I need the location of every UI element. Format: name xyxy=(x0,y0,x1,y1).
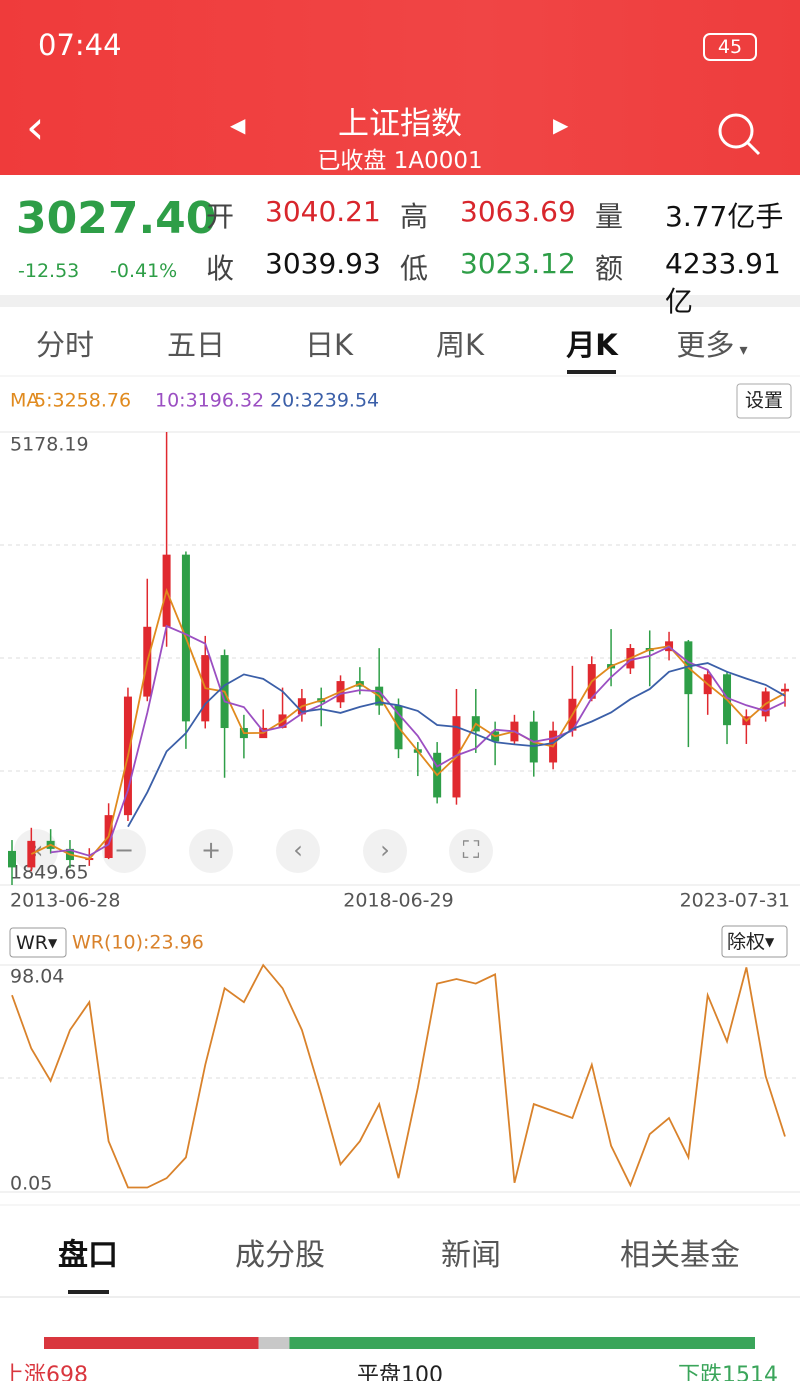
subtitle: 已收盘 1A0001 xyxy=(317,148,483,174)
field-value: 3040.21 xyxy=(265,195,381,228)
breadth-label: 上涨698 xyxy=(2,1363,88,1381)
field-label: 额 xyxy=(595,252,624,285)
adjust-label: 除权▼ xyxy=(727,931,775,953)
legend-entry: 20:3239.54 xyxy=(270,390,379,412)
clock: 07:44 xyxy=(38,28,122,62)
period-tab[interactable]: 更多 ▾ xyxy=(676,328,748,362)
candle-body xyxy=(8,850,16,868)
legend-title: MA xyxy=(10,390,39,412)
dropdown-icon: ▼ xyxy=(48,936,58,950)
field-label: 量 xyxy=(595,200,624,233)
zoom-out[interactable] xyxy=(102,829,146,873)
period-tab[interactable]: 日K xyxy=(304,328,354,362)
x-tick-label: 2013-06-28 xyxy=(10,890,120,912)
field-label: 收 xyxy=(206,252,235,285)
field-value: 4233.91亿 xyxy=(665,247,781,318)
bottom-tab-indicator xyxy=(68,1290,109,1294)
breadth-count: 698 xyxy=(46,1363,88,1381)
period-tab[interactable]: 五日 xyxy=(166,328,226,362)
breadth-name: 下跌 xyxy=(678,1363,722,1381)
ma-line xyxy=(30,587,786,861)
dropdown-icon: ▼ xyxy=(765,935,775,949)
x-tick-label: 2023-07-31 xyxy=(680,890,790,912)
header: 07:44 45 ‹ ◀ ▶ 上证指数 已收盘 1A0001 xyxy=(0,0,800,175)
breadth-bar xyxy=(44,1337,259,1349)
breadth-label: 下跌1514 xyxy=(678,1363,778,1381)
ma-line xyxy=(127,662,786,828)
indicator-legend: WR(10):23.96 xyxy=(72,932,204,954)
settings-label: 设置 xyxy=(745,390,783,412)
price: 3027.40 xyxy=(16,193,217,244)
bottom-tab[interactable]: 相关基金 xyxy=(620,1238,740,1273)
zoom-in[interactable] xyxy=(189,829,233,873)
field-label: 高 xyxy=(400,200,429,233)
breadth-label: 平盘100 xyxy=(357,1363,443,1381)
period-tab[interactable]: 月K xyxy=(566,328,618,362)
bottom-tab[interactable]: 新闻 xyxy=(441,1238,501,1273)
battery: 45 xyxy=(703,33,757,61)
y-tick-label: 1849.65 xyxy=(10,862,89,884)
field-value: 3063.69 xyxy=(460,195,576,228)
y-tick-label: 0.05 xyxy=(10,1173,52,1195)
next-button[interactable]: ▶ xyxy=(553,113,569,137)
icon: ⛶ xyxy=(462,836,480,864)
x-tick-label: 2018-06-29 xyxy=(343,890,453,912)
indicator-select[interactable] xyxy=(9,927,67,958)
field-label: 低 xyxy=(400,252,429,285)
icon: ‹ xyxy=(293,836,303,864)
ma-line xyxy=(50,624,786,857)
breadth-name: 上涨 xyxy=(2,1363,46,1381)
percent: -0.41% xyxy=(110,260,178,282)
wr-line xyxy=(11,963,786,1189)
y-tick-label: 98.04 xyxy=(10,966,64,988)
icon: › xyxy=(380,836,390,864)
search-button[interactable] xyxy=(712,108,764,160)
period-tab[interactable]: 周K xyxy=(435,328,485,362)
bottom-tab[interactable]: 成分股 xyxy=(235,1238,325,1273)
pan-left[interactable] xyxy=(276,829,320,873)
breadth-bar xyxy=(289,1337,755,1349)
breadth-count: 100 xyxy=(401,1363,443,1381)
indicator-name: WR▼ xyxy=(16,932,58,954)
separator xyxy=(0,295,800,307)
indicator-name: WR xyxy=(16,932,48,954)
legend-entry: 10:3196.32 xyxy=(155,390,264,412)
breadth-count: 1514 xyxy=(722,1363,778,1381)
icon: − xyxy=(114,836,134,864)
icon: + xyxy=(201,836,221,864)
guides xyxy=(0,544,800,1079)
period-tab[interactable]: 分时 xyxy=(35,328,95,362)
candle-body xyxy=(781,688,789,692)
field-value: 3.77亿手 xyxy=(665,200,784,233)
settings-button[interactable] xyxy=(736,383,792,419)
breadth-name: 平盘 xyxy=(357,1363,401,1381)
back-button[interactable]: ‹ xyxy=(26,100,45,154)
y-tick-label: 5178.19 xyxy=(10,434,89,456)
change: -12.53 xyxy=(18,260,80,282)
pan-right[interactable] xyxy=(363,829,407,873)
tab-indicator xyxy=(567,370,616,374)
legend-entry: 5:3258.76 xyxy=(34,390,131,412)
fullscreen[interactable] xyxy=(449,829,493,873)
adjust-label: 除权 xyxy=(727,931,765,953)
field-value: 3023.12 xyxy=(460,247,576,280)
adjust-button[interactable] xyxy=(721,925,788,958)
title: 上证指数 xyxy=(338,106,462,142)
field-value: 3039.93 xyxy=(265,247,381,280)
prev-button[interactable]: ◀ xyxy=(230,113,246,137)
bottom-tab[interactable]: 盘口 xyxy=(58,1238,118,1273)
field-label: 开 xyxy=(206,200,235,233)
breadth-bar xyxy=(258,1337,290,1349)
separator xyxy=(0,1296,800,1298)
